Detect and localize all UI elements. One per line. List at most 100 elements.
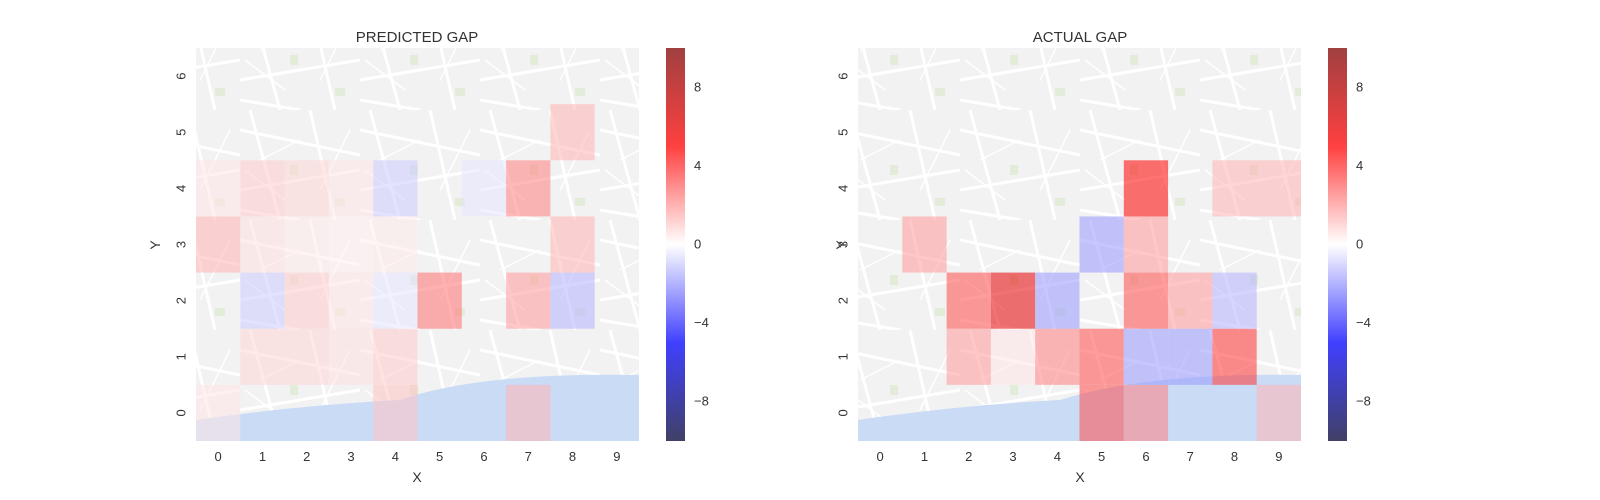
heatmap-cell-x4-y0 (373, 384, 418, 441)
x-axis-label: X (412, 469, 422, 485)
heatmap-cell-x6-y2 (1123, 272, 1169, 329)
colorbar-tick-label: −4 (1356, 315, 1371, 330)
heatmap-cell-x8-y5 (550, 104, 595, 161)
x-tick-label: 0 (215, 449, 222, 464)
x-axis-ticks: 0 1 2 3 4 5 6 7 8 9 (877, 449, 1283, 464)
x-tick-label: 2 (303, 449, 310, 464)
heatmap-cell-x3-y3 (328, 216, 374, 273)
x-axis-label: X (1075, 469, 1085, 485)
chart-title: ACTUAL GAP (1033, 29, 1127, 46)
heatmap-cell-x3-y2 (990, 272, 1036, 329)
heatmap-cell-x4-y2 (1035, 272, 1080, 329)
heatmap-cell-x6-y4 (461, 160, 507, 217)
heatmap-cell-x7-y1 (1168, 328, 1213, 385)
heatmap-cell-x3-y2 (328, 272, 374, 329)
heatmap-cell-x1-y2 (240, 272, 285, 329)
heatmap-cell-x5-y3 (1079, 216, 1124, 273)
heatmap-cell-x1-y4 (240, 160, 285, 217)
y-tick-label: 0 (173, 409, 188, 416)
x-tick-label: 5 (436, 449, 443, 464)
heatmap-cell-x8-y3 (550, 216, 595, 273)
colorbar-tick-label: 4 (694, 158, 701, 173)
colorbar: 8 4 0 −4 −8 (666, 48, 709, 441)
y-tick-label: 5 (173, 129, 188, 136)
colorbar-tick-label: 0 (694, 237, 701, 252)
y-tick-label: 3 (173, 241, 188, 248)
y-tick-label: 5 (835, 129, 850, 136)
x-axis-ticks: 0 1 2 3 4 5 6 7 8 9 (215, 449, 621, 464)
heatmap-cell-x5-y0 (1079, 384, 1124, 441)
colorbar: 8 4 0 −4 −8 (1328, 48, 1371, 441)
heatmap-cell-x9-y4 (1256, 160, 1301, 217)
heatmap-cell-x0-y3 (196, 216, 241, 273)
heatmap-cell-x4-y3 (373, 216, 418, 273)
heatmap-cell-x4-y1 (373, 328, 418, 385)
heatmap-cell-x2-y3 (284, 216, 329, 273)
heatmap-cell-x3-y1 (328, 328, 374, 385)
heatmap-cell-x5-y1 (1079, 328, 1124, 385)
colorbar-ticks: 8 4 0 −4 −8 (1356, 79, 1371, 408)
x-tick-label: 7 (1187, 449, 1194, 464)
heatmap-cell-x7-y2 (1168, 272, 1213, 329)
heatmap-cell-x2-y2 (946, 272, 991, 329)
y-axis-label: Y (833, 240, 849, 250)
heatmap-cell-x8-y2 (550, 272, 595, 329)
x-tick-label: 7 (525, 449, 532, 464)
heatmap-cell-x8-y2 (1212, 272, 1257, 329)
colorbar-tick-label: −4 (694, 315, 709, 330)
heatmap-cell-x1-y3 (240, 216, 285, 273)
colorbar-ticks: 8 4 0 −4 −8 (694, 79, 709, 408)
y-tick-label: 6 (835, 72, 850, 79)
x-tick-label: 9 (1275, 449, 1282, 464)
heatmap-cell-x6-y0 (1123, 384, 1169, 441)
heatmap-cells (196, 104, 595, 441)
x-tick-label: 5 (1098, 449, 1105, 464)
x-tick-label: 9 (613, 449, 620, 464)
heatmap-cell-x1-y1 (240, 328, 285, 385)
y-tick-label: 2 (173, 297, 188, 304)
x-tick-label: 8 (569, 449, 576, 464)
y-tick-label: 4 (173, 185, 188, 192)
heatmap-cell-x4-y1 (1035, 328, 1080, 385)
heatmap-cell-x3-y4 (328, 160, 374, 217)
heatmap-cell-x6-y4 (1123, 160, 1169, 217)
x-tick-label: 2 (965, 449, 972, 464)
heatmap-cell-x7-y2 (506, 272, 551, 329)
y-tick-label: 2 (835, 297, 850, 304)
y-axis-label: Y (147, 240, 163, 250)
heatmap-cell-x2-y1 (946, 328, 991, 385)
heatmap-cells (902, 160, 1301, 441)
x-tick-label: 6 (1142, 449, 1149, 464)
x-tick-label: 4 (392, 449, 399, 464)
x-tick-label: 1 (259, 449, 266, 464)
heatmap-cell-x9-y0 (1256, 384, 1301, 441)
heatmap-cell-x5-y2 (417, 272, 462, 329)
y-tick-label: 1 (835, 353, 850, 360)
colorbar-tick-label: 8 (694, 79, 701, 94)
y-tick-label: 6 (173, 72, 188, 79)
heatmap-cell-x4-y4 (373, 160, 418, 217)
x-tick-label: 6 (480, 449, 487, 464)
heatmap-cell-x1-y3 (902, 216, 947, 273)
y-axis-ticks: 0 1 2 3 4 5 6 (835, 72, 850, 416)
heatmap-cell-x2-y1 (284, 328, 329, 385)
heatmap-cell-x0-y0 (196, 384, 241, 441)
heatmap-cell-x7-y4 (506, 160, 551, 217)
colorbar-tick-label: −8 (1356, 394, 1371, 409)
heatmap-cell-x8-y1 (1212, 328, 1257, 385)
x-tick-label: 1 (921, 449, 928, 464)
actual-gap-panel: ACTUAL GAP 0 1 2 3 4 5 6 7 8 9 0 1 2 3 4 5 6 X Y 8 4 0 −4 −… (833, 29, 1371, 485)
y-tick-label: 1 (173, 353, 188, 360)
y-tick-label: 0 (835, 409, 850, 416)
colorbar-tick-label: 4 (1356, 158, 1363, 173)
y-tick-label: 3 (835, 241, 850, 248)
chart-title: PREDICTED GAP (356, 29, 479, 46)
x-tick-label: 8 (1231, 449, 1238, 464)
heatmap-cell-x6-y3 (1123, 216, 1169, 273)
heatmap-cell-x6-y1 (1123, 328, 1169, 385)
heatmap-cell-x8-y4 (1212, 160, 1257, 217)
heatmap-cell-x3-y1 (990, 328, 1036, 385)
colorbar-tick-label: 8 (1356, 79, 1363, 94)
